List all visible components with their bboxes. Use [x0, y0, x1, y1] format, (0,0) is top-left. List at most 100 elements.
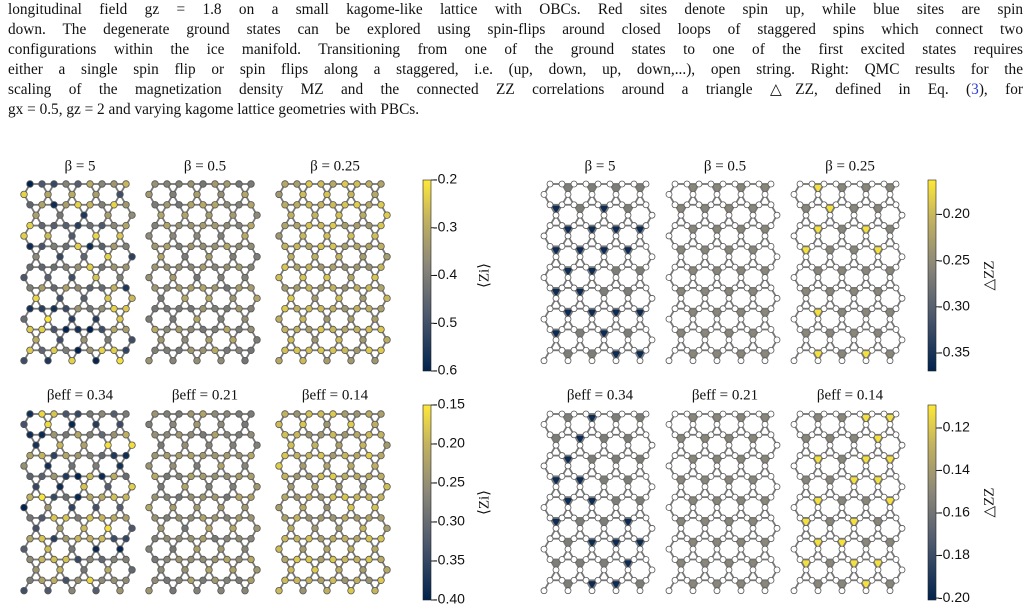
site	[44, 190, 52, 199]
site	[145, 232, 153, 240]
site	[761, 545, 769, 553]
site	[122, 514, 130, 522]
triangle	[586, 538, 598, 550]
triangle	[550, 204, 562, 216]
triangle	[759, 497, 771, 508]
site	[642, 242, 650, 250]
site	[383, 483, 391, 491]
site	[341, 472, 349, 481]
site	[169, 356, 177, 365]
site	[317, 555, 325, 564]
site	[755, 346, 763, 354]
site	[287, 211, 295, 219]
site	[683, 535, 691, 543]
site	[880, 346, 888, 354]
caption-line: configurations within the ice manifold. …	[8, 41, 1023, 58]
site	[26, 305, 34, 313]
site	[636, 462, 644, 470]
site	[68, 190, 76, 199]
site	[317, 472, 325, 481]
site	[44, 462, 52, 470]
site	[558, 305, 566, 313]
site	[353, 472, 361, 481]
site	[86, 346, 94, 354]
site	[826, 441, 834, 449]
site	[62, 221, 70, 230]
site	[74, 221, 82, 230]
site	[576, 524, 584, 532]
lattice	[790, 410, 906, 595]
site	[790, 420, 798, 428]
site	[50, 535, 58, 543]
site	[838, 190, 846, 198]
site	[38, 514, 46, 522]
site	[68, 586, 76, 595]
site	[341, 346, 349, 354]
site	[323, 315, 331, 323]
triangle	[800, 476, 812, 487]
site	[305, 576, 313, 584]
site	[359, 441, 367, 449]
site	[612, 587, 620, 595]
site	[62, 431, 70, 439]
site	[122, 493, 130, 501]
site	[92, 420, 100, 429]
site	[371, 232, 379, 240]
site	[317, 242, 325, 251]
site	[737, 462, 745, 470]
site	[767, 493, 775, 501]
site	[630, 305, 638, 313]
site	[341, 514, 349, 522]
site	[38, 493, 46, 501]
triangle	[800, 246, 812, 257]
site	[749, 253, 757, 261]
site	[299, 315, 307, 323]
site	[299, 232, 307, 240]
site	[743, 493, 751, 501]
site	[606, 514, 614, 522]
site	[235, 555, 243, 564]
site	[329, 263, 337, 271]
site	[353, 346, 361, 354]
site	[26, 431, 34, 439]
equation-ref[interactable]: 3	[971, 81, 979, 98]
site	[612, 232, 620, 240]
site	[618, 222, 626, 229]
site	[642, 576, 650, 584]
site	[211, 410, 219, 418]
site	[582, 222, 590, 229]
site	[74, 263, 82, 271]
colorbar-label: △ZZ	[981, 261, 997, 291]
site	[594, 556, 602, 563]
triangle	[562, 455, 574, 466]
colorbar-tick-label: -0.12	[938, 419, 970, 435]
site	[317, 284, 325, 292]
site	[235, 305, 243, 313]
site	[281, 535, 289, 543]
site	[743, 222, 751, 229]
site	[377, 514, 385, 522]
site	[642, 263, 650, 271]
site	[731, 201, 739, 209]
site	[293, 221, 301, 230]
site	[235, 410, 243, 418]
site	[558, 222, 566, 229]
triangle	[759, 184, 771, 195]
site	[618, 201, 626, 209]
site	[856, 535, 864, 543]
site	[743, 576, 751, 584]
site	[570, 493, 578, 501]
site	[104, 253, 112, 261]
site	[175, 180, 183, 188]
site	[558, 493, 566, 501]
site	[187, 305, 195, 313]
site	[618, 535, 626, 543]
site	[341, 493, 349, 501]
site	[880, 556, 888, 563]
site	[193, 545, 201, 553]
site	[110, 263, 118, 271]
triangle	[711, 455, 723, 466]
site	[719, 514, 727, 522]
site	[199, 535, 207, 543]
site	[110, 410, 118, 418]
